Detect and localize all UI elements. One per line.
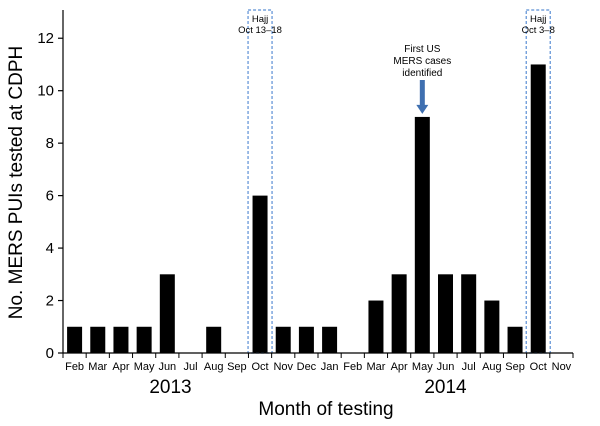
x-tick-label: Aug xyxy=(482,361,502,373)
annotation-text: MERS cases xyxy=(393,56,451,67)
annotation-text: First US xyxy=(404,44,440,55)
bar-mar-1 xyxy=(90,326,106,353)
year-labels: 2013 2014 xyxy=(149,377,467,398)
hajj-dates-label: Oct 3–8 xyxy=(522,25,555,36)
hajj-highlight-box xyxy=(525,9,551,354)
x-tick-label: Mar xyxy=(366,361,385,373)
year-label: 2014 xyxy=(424,377,467,398)
bar-aug-18 xyxy=(484,300,500,353)
bar-jul-17 xyxy=(461,274,477,353)
annotation-arrow-shaft xyxy=(419,80,425,106)
bar-nov-9 xyxy=(275,326,291,353)
x-tick-label: May xyxy=(412,361,433,373)
x-tick-label: May xyxy=(134,361,155,373)
x-tick-label: Jul xyxy=(183,361,197,373)
hajj-dates-label: Oct 13–18 xyxy=(238,25,282,36)
bar-may-15 xyxy=(414,116,430,353)
bar-mar-13 xyxy=(368,300,384,353)
bar-jun-16 xyxy=(438,274,453,353)
bar-oct-8 xyxy=(252,195,268,353)
x-tick-label: Apr xyxy=(112,361,129,373)
bar-jan-11 xyxy=(322,326,338,353)
y-ticks: 0 2 4 6 8 10 12 xyxy=(37,30,63,362)
bar-apr-14 xyxy=(391,274,407,353)
annotation-text: identified xyxy=(402,68,442,79)
bar-dec-10 xyxy=(298,326,314,353)
bars-layer xyxy=(67,64,546,353)
y-tick-label: 0 xyxy=(46,345,54,362)
x-tick-label: Dec xyxy=(297,361,317,373)
y-tick-label: 2 xyxy=(46,293,54,310)
x-tick-label: Jul xyxy=(462,361,476,373)
hajj-label: Hajj xyxy=(530,14,546,25)
y-axis-label: No. MERS PUIs tested at CDPH xyxy=(6,46,27,319)
x-tick-label: Sep xyxy=(505,361,525,373)
x-tick-label: Oct xyxy=(251,361,268,373)
year-label: 2013 xyxy=(149,377,191,398)
bar-apr-2 xyxy=(113,326,129,353)
bar-jun-4 xyxy=(159,274,175,353)
bar-oct-20 xyxy=(530,64,546,353)
y-tick-label: 10 xyxy=(37,83,54,100)
hajj-highlight-box xyxy=(247,9,273,354)
y-tick-label: 6 xyxy=(46,188,54,205)
x-tick-label: Jan xyxy=(321,361,339,373)
y-tick-label: 4 xyxy=(46,240,54,257)
x-tick-label: Mar xyxy=(88,361,107,373)
bar-aug-6 xyxy=(206,326,222,353)
bar-may-3 xyxy=(136,326,152,353)
x-tick-label: Jun xyxy=(158,361,176,373)
x-tick-label: Nov xyxy=(552,361,572,373)
x-tick-label: Jun xyxy=(437,361,455,373)
annotation-arrow-head xyxy=(416,104,429,114)
x-tick-label: Feb xyxy=(65,361,84,373)
x-ticks: Feb Mar Apr May Jun Jul Aug Sep Oct Nov Dec Jan Feb M… xyxy=(62,353,574,373)
y-tick-label: 8 xyxy=(46,135,54,152)
bar-sep-19 xyxy=(507,326,523,353)
x-tick-label: Feb xyxy=(343,361,362,373)
x-tick-label: Aug xyxy=(204,361,224,373)
x-tick-label: Oct xyxy=(530,361,547,373)
x-tick-label: Sep xyxy=(227,361,247,373)
x-tick-label: Nov xyxy=(273,361,293,373)
x-axis-label: Month of testing xyxy=(258,399,393,420)
y-tick-label: 12 xyxy=(37,30,54,47)
x-tick-label: Apr xyxy=(391,361,408,373)
hajj-label: Hajj xyxy=(252,14,268,25)
bar-feb-0 xyxy=(67,326,83,353)
